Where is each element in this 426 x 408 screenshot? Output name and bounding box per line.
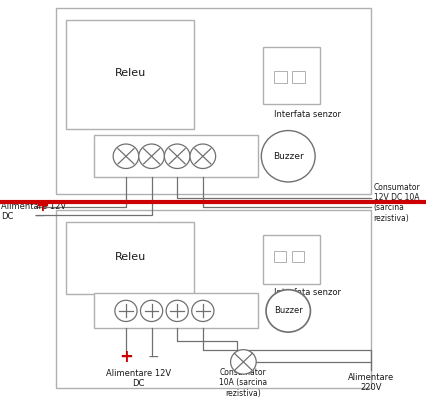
Circle shape	[115, 300, 137, 322]
Text: Interfata senzor: Interfata senzor	[273, 110, 340, 119]
Bar	[273, 71, 286, 83]
Bar	[66, 20, 194, 129]
Text: Alimentare 12V
DC: Alimentare 12V DC	[106, 369, 171, 388]
Text: Releu: Releu	[114, 69, 146, 78]
Circle shape	[230, 350, 256, 374]
Circle shape	[166, 300, 188, 322]
Circle shape	[191, 300, 213, 322]
Bar	[94, 135, 258, 177]
Bar	[273, 251, 285, 262]
Text: −: −	[34, 209, 46, 223]
Bar	[292, 71, 305, 83]
Text: −: −	[147, 350, 158, 364]
Text: Buzzer: Buzzer	[273, 306, 302, 315]
Circle shape	[164, 144, 190, 169]
Text: +: +	[119, 348, 132, 366]
Text: +: +	[35, 197, 49, 215]
Text: Alimentare 12V
DC: Alimentare 12V DC	[1, 202, 66, 221]
Text: Releu: Releu	[114, 252, 146, 262]
Circle shape	[140, 300, 162, 322]
Bar	[262, 235, 320, 284]
Text: Buzzer: Buzzer	[272, 152, 303, 161]
Text: Interfata senzor: Interfata senzor	[273, 288, 340, 297]
Circle shape	[138, 144, 164, 169]
Circle shape	[265, 290, 310, 332]
Circle shape	[261, 131, 314, 182]
Circle shape	[190, 144, 215, 169]
Bar	[262, 47, 320, 104]
Bar	[66, 222, 194, 294]
Bar	[291, 251, 303, 262]
Bar	[94, 293, 258, 328]
Bar	[55, 8, 371, 194]
Circle shape	[113, 144, 138, 169]
Text: Alimentare
220V: Alimentare 220V	[348, 373, 394, 392]
Bar	[55, 210, 371, 388]
Text: Consumator
10A (sarcina
rezistiva): Consumator 10A (sarcina rezistiva)	[219, 368, 267, 398]
Text: Consumator
12V DC 10A
(sarcina
rezistiva): Consumator 12V DC 10A (sarcina rezistiva…	[373, 183, 419, 223]
